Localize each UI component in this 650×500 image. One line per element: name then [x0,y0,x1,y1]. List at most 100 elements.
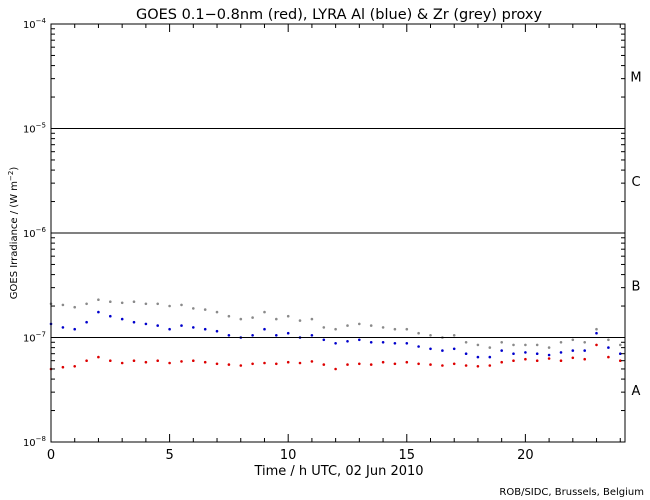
data-point [132,359,136,363]
data-point [73,327,76,331]
data-point [239,364,243,367]
data-point [476,343,480,347]
y-tick-label: 10−7 [23,331,46,345]
data-point [417,331,420,335]
data-point [583,357,586,361]
data-point [393,327,397,331]
data-point [298,361,302,365]
data-point [73,365,76,368]
data-point [73,305,76,309]
data-point [168,327,171,331]
data-point [559,341,563,344]
data-point [192,326,195,329]
data-point [488,355,492,359]
data-point [227,363,231,366]
data-point [524,357,527,361]
data-point [464,352,468,356]
data-point [607,346,610,349]
data-point [61,303,65,307]
data-point [358,338,361,342]
data-point [535,343,539,347]
data-point [298,319,302,322]
data-point [571,356,575,360]
data-point [346,340,349,343]
series-0 [49,298,622,349]
data-point [156,359,159,363]
data-point [97,355,100,359]
data-point [535,359,539,363]
data-point [120,317,124,321]
data-point [203,308,207,311]
data-point [132,300,136,304]
data-point [441,364,444,367]
data-point [346,324,349,327]
data-point [358,362,361,366]
flare-class-label: C [631,175,640,190]
data-point [512,359,515,363]
data-point [144,302,148,306]
data-point [85,320,88,324]
data-point [417,345,420,348]
data-point [369,324,373,327]
data-point [120,361,124,365]
data-point [547,357,551,360]
data-point [381,360,385,364]
data-point [441,349,444,352]
data-point [595,331,598,335]
data-point [583,349,586,352]
data-point [239,317,243,321]
data-point [120,301,124,305]
data-point [263,327,266,331]
series-2 [49,343,622,371]
x-tick-label: 20 [517,448,534,463]
data-point [619,352,622,356]
data-point [358,322,361,326]
y-tick-label: 10−4 [23,17,47,31]
data-point [109,314,112,318]
data-point [132,320,136,324]
data-point [547,353,551,357]
data-point [547,346,551,349]
data-point [488,346,492,349]
y-tick-label: 10−8 [23,435,46,449]
data-point [500,360,504,364]
data-point [97,298,100,302]
data-point [227,334,231,337]
data-point [476,365,480,368]
data-point [334,367,337,371]
data-point [180,303,183,307]
data-point [381,341,385,344]
data-point [334,327,337,331]
data-point [192,307,195,310]
data-point [263,361,266,365]
data-point [215,310,219,314]
data-point [381,326,385,329]
data-point [405,360,409,364]
data-point [488,364,492,367]
data-point [310,317,314,321]
data-point [500,349,504,352]
data-point [180,360,183,363]
data-point [452,347,456,351]
series-1 [49,310,622,359]
data-point [286,360,290,364]
data-point [559,359,563,363]
data-point [215,329,219,333]
data-point [464,341,468,344]
data-point [429,363,432,366]
data-point [512,352,515,356]
data-point [405,327,409,331]
data-point [452,334,456,337]
data-point [464,364,468,367]
data-point [322,326,326,329]
data-point [571,349,575,352]
data-point [203,360,207,364]
data-point [500,341,504,344]
data-point [595,343,598,347]
data-point [251,362,254,366]
data-point [346,363,349,366]
flare-class-label: M [630,70,641,85]
data-point [524,351,527,354]
data-point [512,343,515,347]
